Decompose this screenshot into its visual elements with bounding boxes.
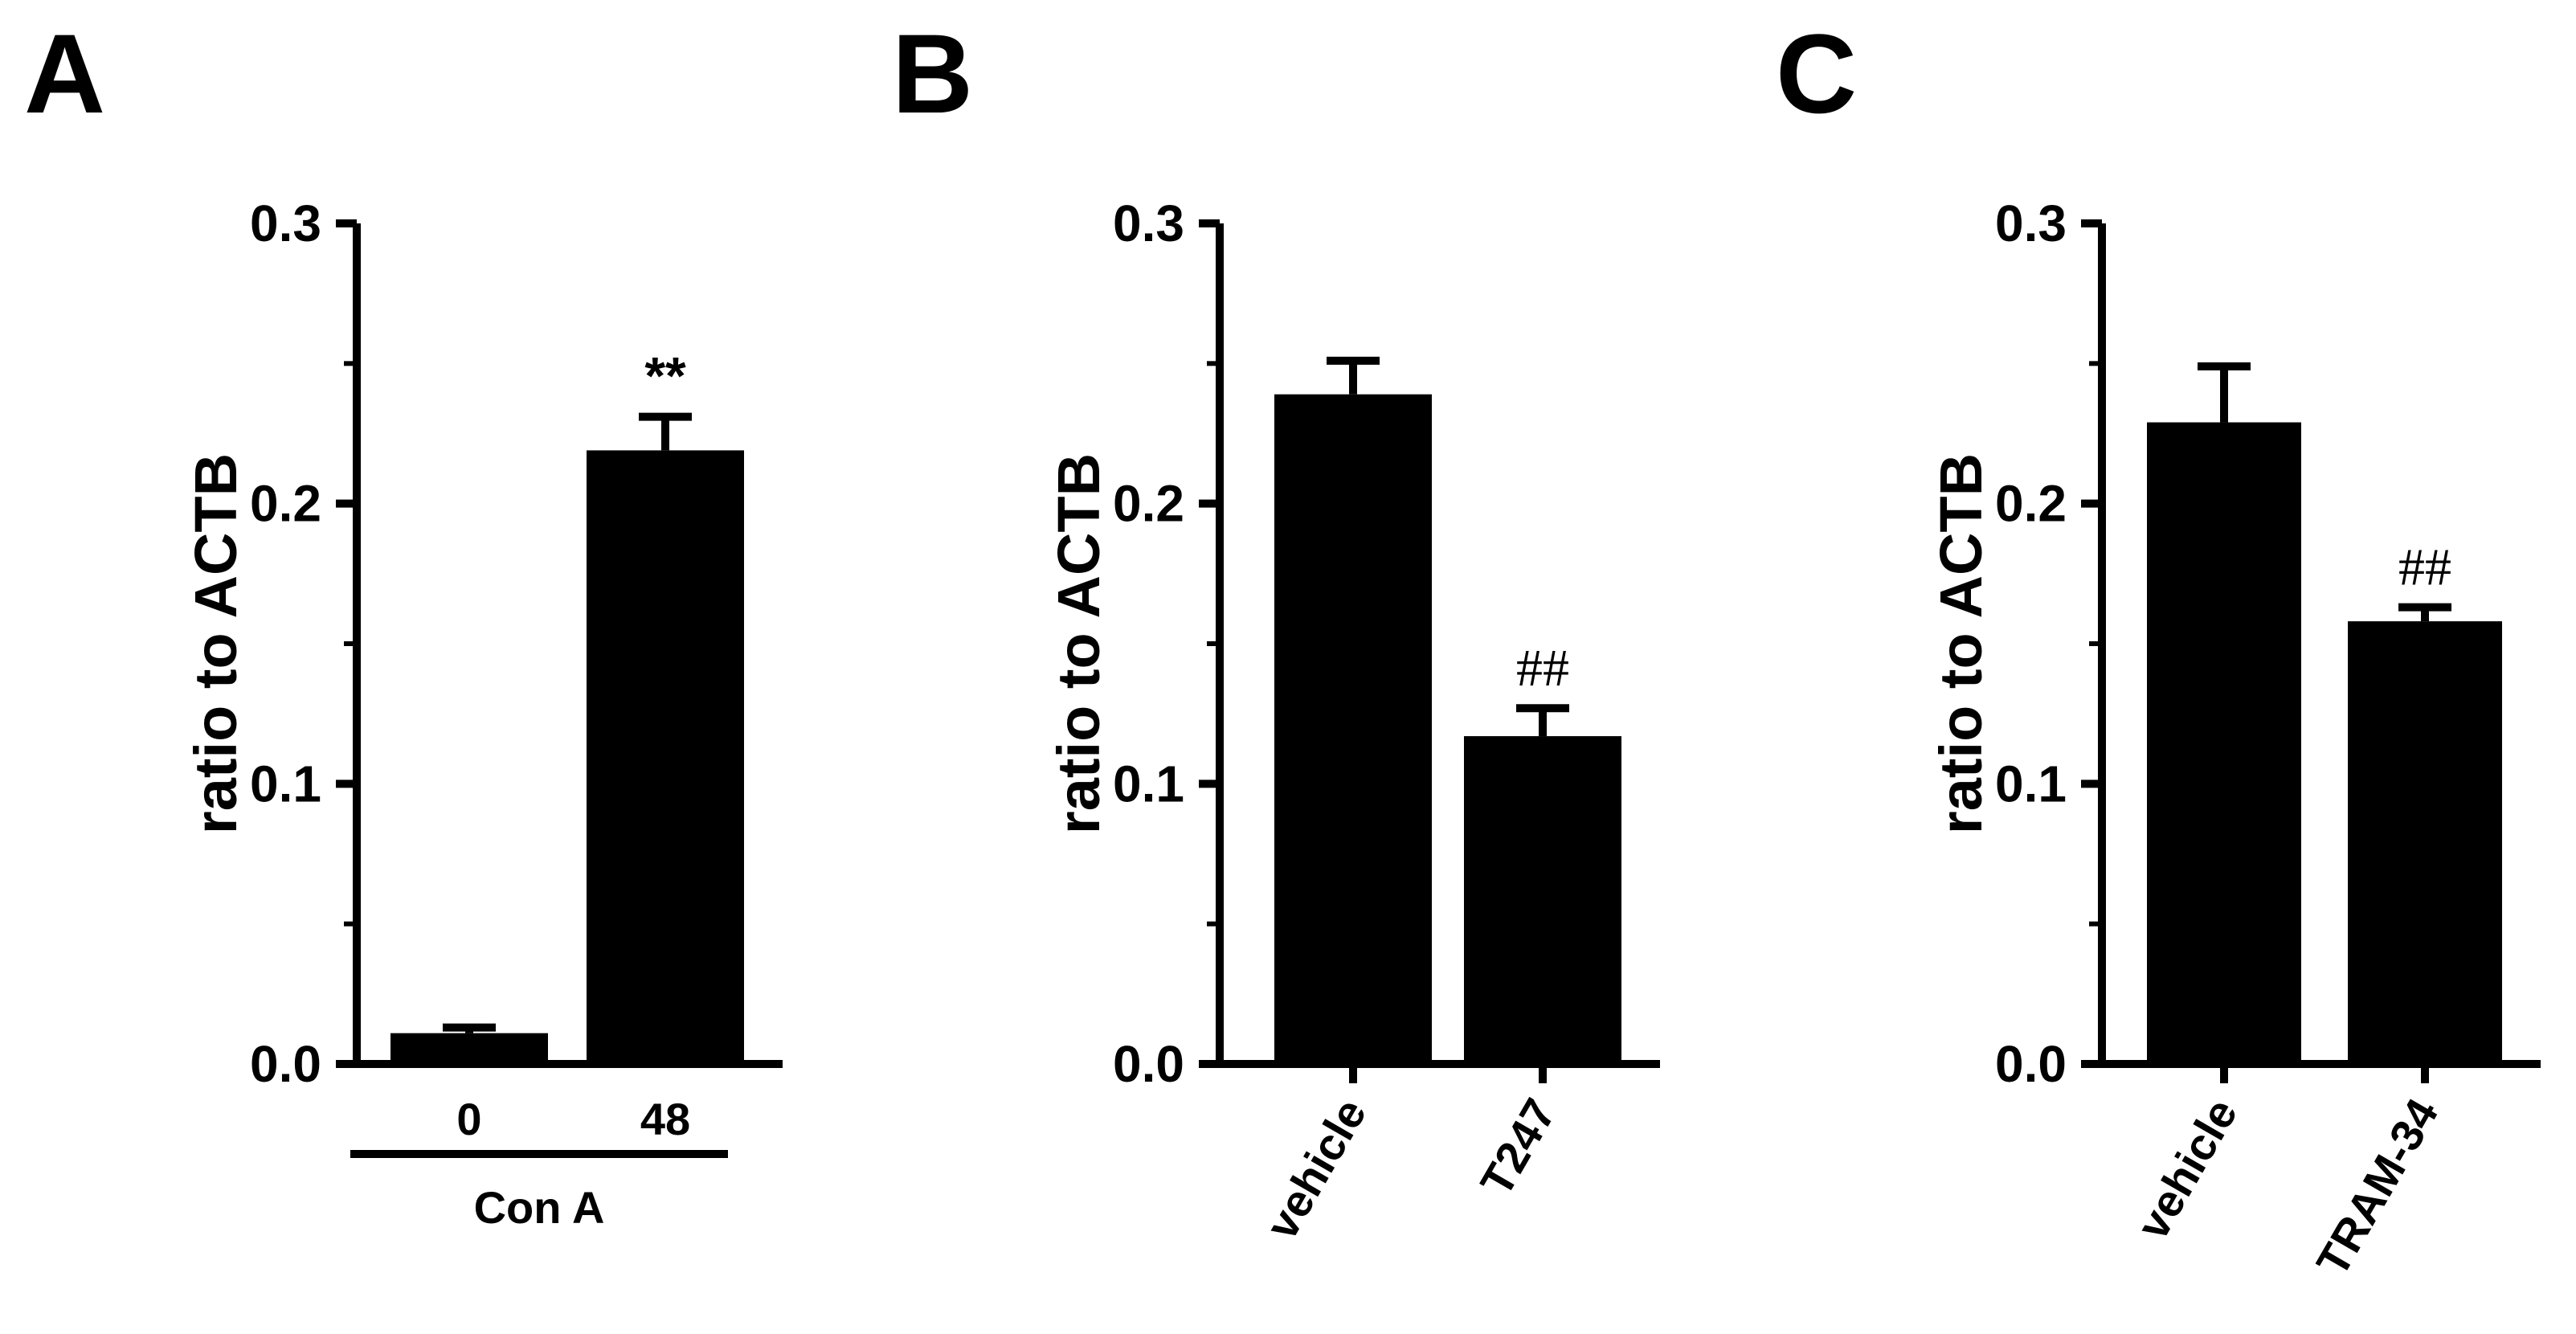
x-category-label: vehicle bbox=[2127, 1091, 2247, 1248]
y-tick-label: 0.1 bbox=[1113, 755, 1184, 812]
significance-annotation: ** bbox=[644, 346, 686, 406]
y-tick-label: 0.2 bbox=[1113, 475, 1184, 533]
y-tick-label: 0.1 bbox=[1995, 755, 2067, 812]
panel-letter: C bbox=[1776, 10, 1857, 137]
y-axis-label: ratio to ACTB bbox=[1045, 453, 1112, 834]
y-tick-label: 0.1 bbox=[250, 755, 321, 812]
significance-annotation: ## bbox=[1516, 639, 1569, 698]
x-category-label: TRAM-34 bbox=[2306, 1091, 2447, 1285]
y-axis-label: ratio to ACTB bbox=[1928, 453, 1994, 834]
bar-48 bbox=[587, 450, 744, 1064]
error-bar bbox=[1516, 704, 1569, 737]
bar-0 bbox=[390, 1033, 548, 1064]
y-tick-label: 0.0 bbox=[1113, 1035, 1184, 1093]
axes bbox=[336, 219, 783, 1068]
x-category-label: 0 bbox=[456, 1094, 481, 1144]
bar-vehicle bbox=[1274, 394, 1432, 1065]
axes bbox=[1199, 219, 1660, 1083]
y-axis-label: ratio to ACTB bbox=[182, 453, 249, 834]
error-bar bbox=[2398, 603, 2451, 622]
y-tick-label: 0.0 bbox=[250, 1035, 321, 1093]
x-category-label: 48 bbox=[640, 1094, 690, 1144]
error-bar bbox=[2198, 362, 2251, 423]
x-category-label: vehicle bbox=[1256, 1091, 1376, 1248]
panel-letter: B bbox=[892, 10, 973, 137]
error-bar bbox=[1327, 356, 1380, 395]
y-tick-label: 0.0 bbox=[1995, 1035, 2067, 1093]
bar-t247 bbox=[1464, 736, 1621, 1064]
error-bar bbox=[443, 1023, 496, 1033]
error-bar bbox=[639, 412, 692, 451]
y-tick-label: 0.3 bbox=[250, 194, 321, 252]
bar-tram-34 bbox=[2348, 621, 2502, 1064]
significance-annotation: ## bbox=[2398, 538, 2451, 597]
group-label: Con A bbox=[474, 1182, 605, 1233]
bar-vehicle bbox=[2147, 422, 2301, 1064]
y-tick-label: 0.3 bbox=[1995, 194, 2067, 252]
y-tick-label: 0.2 bbox=[250, 475, 321, 533]
x-category-label: T247 bbox=[1470, 1091, 1565, 1205]
axes bbox=[2081, 219, 2541, 1083]
y-tick-label: 0.2 bbox=[1995, 475, 2067, 533]
y-tick-label: 0.3 bbox=[1113, 194, 1184, 252]
panel-letter: A bbox=[24, 10, 105, 137]
